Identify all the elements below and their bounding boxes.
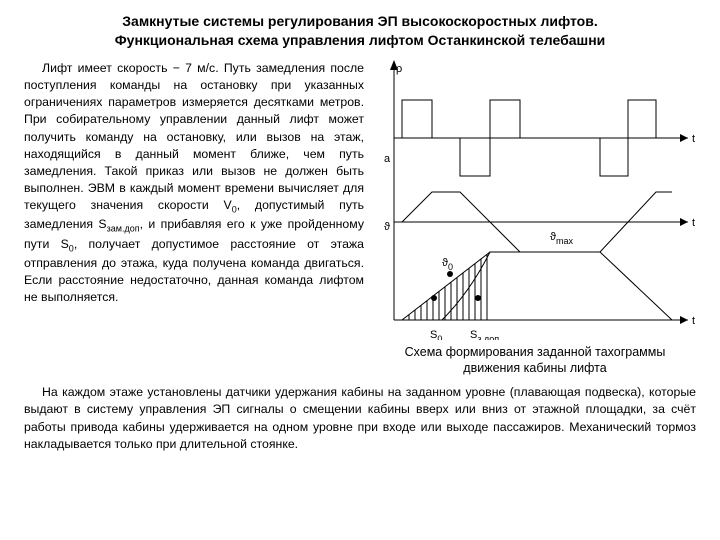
svg-text:t: t — [692, 133, 695, 145]
bottom-paragraph-text: На каждом этаже установлены датчики удер… — [24, 384, 696, 453]
chart-area: ρ a ϑ t t t ϑmax ϑ0 S0 Sз.доп Схема форм… — [370, 60, 700, 377]
page: Замкнутые системы регулирования ЭП высок… — [0, 0, 720, 540]
svg-text:S0: S0 — [430, 329, 442, 340]
svg-text:ϑ0: ϑ0 — [442, 257, 453, 272]
svg-text:Sз.доп: Sз.доп — [470, 329, 499, 340]
svg-text:ρ: ρ — [396, 63, 402, 75]
svg-text:ϑmax: ϑmax — [550, 231, 574, 246]
tachogram-diagram: ρ a ϑ t t t ϑmax ϑ0 S0 Sз.доп — [370, 60, 700, 340]
caption-line-1: Схема формирования заданной тахограммы — [370, 344, 700, 360]
page-title: Замкнутые системы регулирования ЭП высок… — [24, 12, 696, 50]
chart-caption: Схема формирования заданной тахограммы д… — [370, 344, 700, 377]
left-paragraph-text: Лифт имеет скорость − 7 м/с. Путь замедл… — [24, 60, 364, 306]
svg-text:ϑ: ϑ — [384, 221, 390, 233]
caption-line-2: движения кабины лифта — [370, 360, 700, 376]
upper-row: Лифт имеет скорость − 7 м/с. Путь замедл… — [24, 60, 696, 377]
svg-text:a: a — [384, 153, 391, 165]
bottom-paragraph: На каждом этаже установлены датчики удер… — [24, 384, 696, 453]
title-line-2: Функциональная схема управления лифтом О… — [24, 31, 696, 50]
svg-text:t: t — [692, 315, 695, 327]
svg-text:t: t — [692, 217, 695, 229]
title-line-1: Замкнутые системы регулирования ЭП высок… — [24, 12, 696, 31]
left-paragraph: Лифт имеет скорость − 7 м/с. Путь замедл… — [24, 60, 364, 377]
